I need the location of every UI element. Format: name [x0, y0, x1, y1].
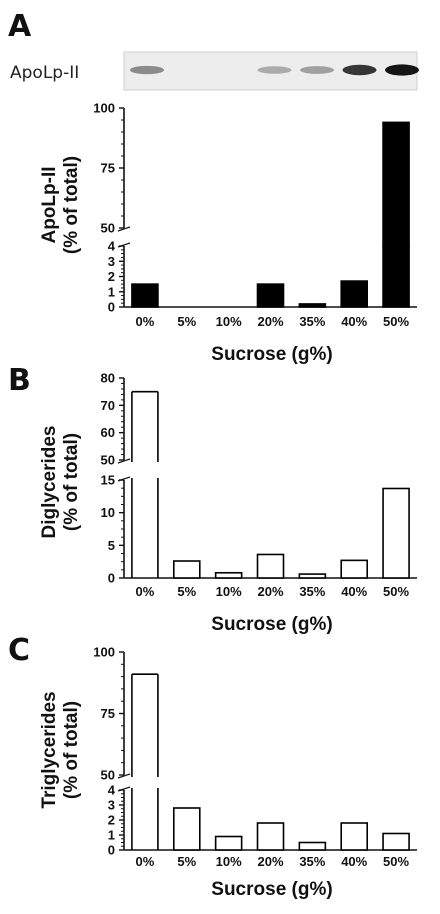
y-tick-label: 50: [101, 453, 115, 468]
category-label: 10%: [216, 584, 242, 599]
chart-panel-c: Triglycerides (% of total) Sucrose (g%) …: [39, 645, 417, 900]
y-tick-label: 1: [108, 284, 115, 299]
panel-letter-c: C: [8, 633, 30, 668]
blot-band: [300, 66, 334, 74]
category-label: 35%: [299, 854, 325, 869]
bar: [340, 822, 369, 851]
bar: [382, 832, 410, 851]
bar: [214, 835, 243, 851]
category-label: 0%: [136, 584, 155, 599]
bar: [382, 487, 410, 579]
y-tick-label: 4: [108, 239, 116, 254]
x-axis-label-b: Sucrose (g%): [211, 614, 332, 635]
y-axis-label-c-line2: (% of total): [61, 701, 82, 799]
category-label: 10%: [216, 314, 242, 329]
bar: [340, 559, 369, 579]
bar: [256, 553, 285, 579]
y-tick-label: 0: [108, 300, 115, 315]
y-tick-label: 5: [108, 538, 115, 553]
category-label: 20%: [257, 854, 283, 869]
category-label: 40%: [341, 314, 367, 329]
y-axis-label-a-line1: ApoLp-II: [39, 166, 60, 243]
category-label: 35%: [299, 584, 325, 599]
y-axis-label-c-line1: Triglycerides: [39, 691, 60, 808]
blot-bands: [130, 64, 419, 76]
y-tick-label: 80: [101, 371, 115, 386]
axis-break-mark: [117, 773, 131, 779]
y-tick-label: 15: [101, 473, 115, 488]
category-label: 50%: [383, 584, 409, 599]
axis-break-mark: [117, 786, 131, 792]
category-label: 5%: [177, 854, 196, 869]
y-tick-label: 3: [108, 798, 115, 813]
panel-letter-b: B: [8, 363, 31, 398]
y-tick-label: 2: [108, 269, 115, 284]
y-tick-label: 75: [101, 161, 115, 176]
blot-band: [130, 65, 164, 75]
y-axis-label-b-line2: (% of total): [61, 433, 82, 531]
y-tick-label: 70: [101, 398, 115, 413]
y-tick-label: 60: [101, 425, 115, 440]
bar: [172, 807, 201, 851]
bar-fill: [132, 392, 157, 577]
y-tick-label: 100: [93, 101, 115, 116]
axis-break-mark: [117, 242, 131, 248]
blot-band: [257, 66, 292, 74]
category-label: 5%: [177, 584, 196, 599]
bar: [298, 303, 327, 308]
chart-panel-b: Diglycerides (% of total) Sucrose (g%) 0…: [39, 371, 417, 635]
y-tick-label: 50: [101, 221, 115, 236]
y-axis-label-a-line2: (% of total): [61, 156, 82, 254]
category-label: 20%: [257, 314, 283, 329]
bar-lower-segment: [382, 245, 410, 308]
blot-label: ApoLp-II: [10, 63, 79, 83]
bar: [340, 280, 369, 308]
bar: [298, 841, 327, 851]
axis-break-mark: [117, 476, 131, 482]
blot-band: [385, 64, 419, 76]
bar-fill: [132, 675, 157, 849]
chart-panel-a: ApoLp-II (% of total) Sucrose (g%) 01234…: [39, 101, 417, 365]
blot-band: [342, 64, 377, 76]
bar: [214, 571, 243, 579]
category-label: 10%: [216, 854, 242, 869]
panel-letter-a: A: [8, 9, 32, 44]
category-label: 35%: [299, 314, 325, 329]
axis-break-mark: [117, 458, 131, 464]
category-label: 20%: [257, 584, 283, 599]
y-tick-label: 2: [108, 813, 115, 828]
category-label: 0%: [136, 854, 155, 869]
bar: [256, 283, 285, 308]
category-label: 50%: [383, 314, 409, 329]
category-label: 0%: [136, 314, 155, 329]
y-axis-label-b-line1: Diglycerides: [39, 426, 60, 539]
bar: [172, 560, 201, 579]
category-label: 40%: [341, 584, 367, 599]
category-label: 40%: [341, 854, 367, 869]
y-tick-label: 10: [101, 505, 115, 520]
bar: [131, 283, 159, 308]
y-tick-label: 100: [93, 645, 115, 660]
x-axis-label-c: Sucrose (g%): [211, 879, 332, 900]
y-tick-label: 4: [108, 783, 116, 798]
bar: [256, 822, 285, 851]
y-tick-label: 3: [108, 254, 115, 269]
x-axis-label-a: Sucrose (g%): [211, 344, 332, 365]
bar: [298, 573, 327, 579]
y-tick-label: 50: [101, 768, 115, 783]
y-tick-label: 1: [108, 828, 115, 843]
category-label: 50%: [383, 854, 409, 869]
y-tick-label: 0: [108, 571, 115, 586]
axis-break-mark: [117, 226, 131, 232]
category-label: 5%: [177, 314, 196, 329]
y-tick-label: 75: [101, 706, 115, 721]
y-tick-label: 0: [108, 843, 115, 858]
bar-upper-segment: [382, 121, 410, 247]
